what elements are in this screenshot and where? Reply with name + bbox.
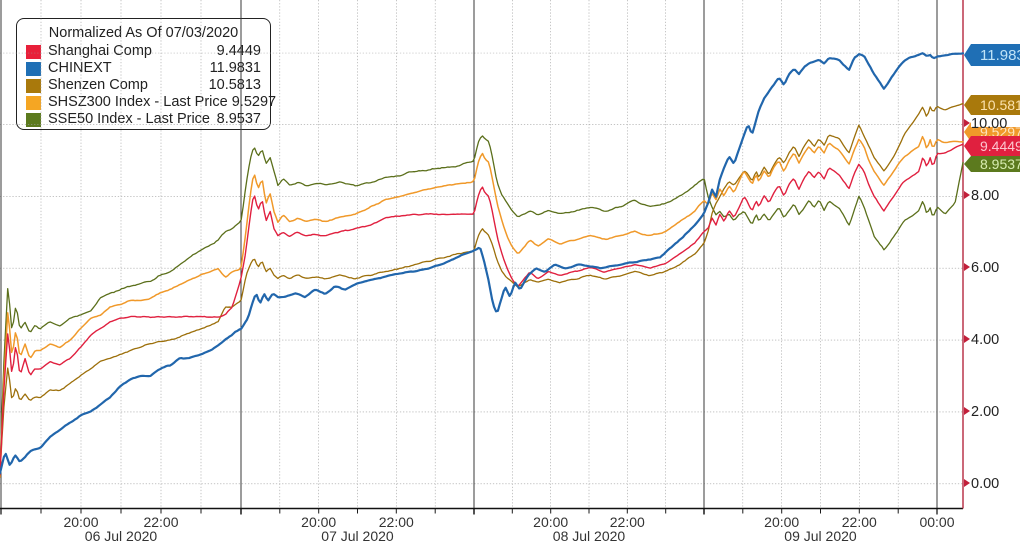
svg-text:09 Jul 2020: 09 Jul 2020 (784, 528, 857, 543)
svg-text:08 Jul 2020: 08 Jul 2020 (553, 528, 626, 543)
svg-text:06 Jul 2020: 06 Jul 2020 (85, 528, 158, 543)
svg-text:07 Jul 2020: 07 Jul 2020 (321, 528, 394, 543)
svg-text:00:00: 00:00 (919, 514, 954, 530)
